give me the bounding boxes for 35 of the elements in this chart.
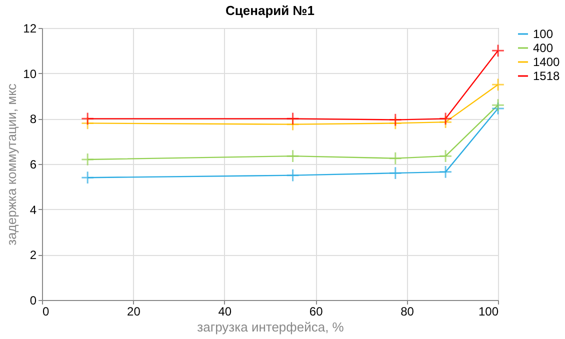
y-tick-label: 0 bbox=[30, 294, 37, 308]
x-tick-label: 0 bbox=[42, 304, 50, 318]
point bbox=[438, 165, 452, 179]
x-tick-label: 80 bbox=[400, 304, 414, 318]
y-tick-label: 10 bbox=[23, 66, 37, 81]
point bbox=[388, 152, 402, 165]
legend-label: 400 bbox=[533, 41, 554, 55]
point bbox=[286, 112, 300, 126]
point bbox=[388, 166, 402, 180]
chart-title: Сценарий №1 bbox=[226, 3, 314, 18]
y-axis-title: задержка коммутации, мкс bbox=[4, 83, 20, 246]
point bbox=[388, 113, 402, 126]
point bbox=[80, 112, 94, 126]
point bbox=[438, 112, 452, 126]
x-tick-label: 40 bbox=[218, 304, 232, 318]
point bbox=[491, 98, 505, 112]
x-axis-title: загрузка интерфейса, % bbox=[197, 320, 344, 334]
point bbox=[80, 170, 94, 184]
legend-label: 1518 bbox=[533, 69, 560, 83]
x-tick-label: 20 bbox=[127, 304, 141, 318]
legend-label: 100 bbox=[533, 27, 554, 41]
point bbox=[80, 152, 94, 166]
y-tick-label: 6 bbox=[30, 158, 37, 172]
point bbox=[286, 168, 300, 182]
point bbox=[491, 78, 505, 92]
point bbox=[286, 149, 300, 163]
y-tick-label: 4 bbox=[30, 202, 37, 217]
y-tick-label: 8 bbox=[30, 112, 37, 126]
x-tick-label: 60 bbox=[309, 304, 324, 318]
point bbox=[491, 44, 505, 58]
y-tick-label: 12 bbox=[23, 22, 37, 36]
y-tick-label: 2 bbox=[30, 248, 37, 262]
x-tick-label: 100 bbox=[478, 304, 499, 318]
legend-label: 1400 bbox=[533, 55, 560, 69]
point bbox=[438, 149, 452, 163]
